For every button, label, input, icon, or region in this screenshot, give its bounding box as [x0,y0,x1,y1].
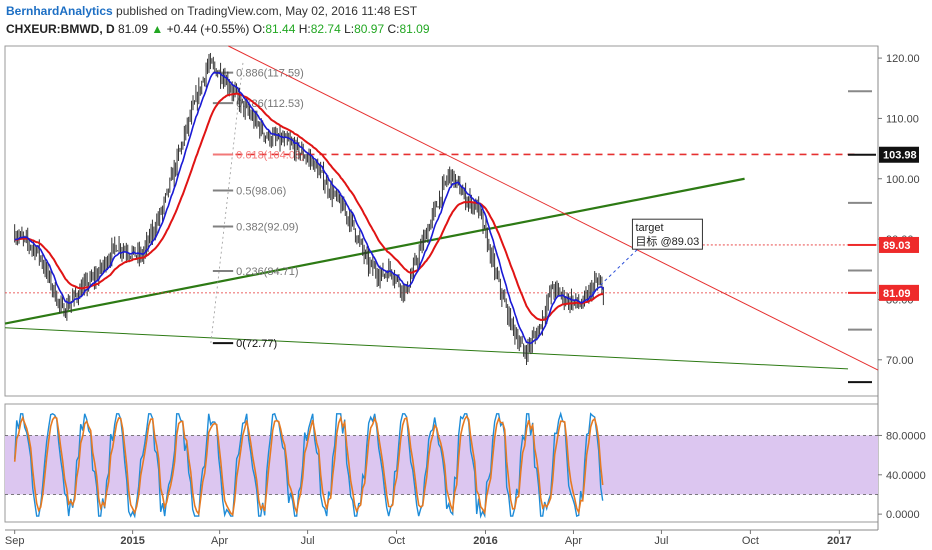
time-tick-label-1: 2015 [120,535,144,547]
fibonacci-label-5: 0.236(84.71) [236,266,298,278]
open-label: O: [252,22,266,36]
price-label-1: 89.03 [883,240,911,252]
change-arrow: ▲ [151,22,164,36]
descending-support-line [4,327,849,370]
price-label-marker [848,291,876,294]
time-tick-label-3: Jul [301,535,315,547]
price-label-marker [848,153,876,156]
target-annotation-box [631,218,703,250]
published-text: published on TradingView.com, May 02, 20… [116,4,418,18]
price-label-layer: 103.98 89.03 81.09 [848,146,919,301]
time-tick-label-9: 2017 [827,535,851,547]
trendline-layer [4,45,879,371]
target-annotation-title: target [635,222,663,234]
stochastic-tick-label-2: 0.0000 [886,509,920,521]
time-tick-label-0: Sep [5,535,25,547]
fibonacci-label-3: 0.5(98.06) [236,185,286,197]
price-tick-label-2: 100.00 [886,174,920,186]
price-tick-label-1: 110.00 [886,113,919,125]
price-label-2: 81.09 [883,288,911,300]
last-price: 81.09 [118,22,149,36]
target-annotation-text: 目标 @89.03 [635,234,699,248]
fibonacci-label-6: 0(72.77) [236,338,277,350]
moving-average-layer [14,71,605,345]
fibonacci-label-2: 0.618(104.03) [236,149,305,161]
time-tick-label-4: Oct [388,535,405,547]
close-value: 81.09 [399,22,430,36]
fibonacci-label-0: 0.886(117.59) [236,68,304,80]
time-tick-label-7: Jul [654,535,668,547]
descending-resistance-line [228,45,879,371]
open-value: 81.44 [265,22,296,36]
low-label: L: [344,22,355,36]
low-value: 80.97 [354,22,385,36]
ascending-trendline [4,177,745,325]
symbol-name[interactable]: CHXEUR:BMWD, D [6,22,115,36]
close-label: C: [387,22,400,36]
price-tick-label-5: 70.00 [886,355,914,367]
author-link[interactable]: BernhardAnalytics [6,4,113,18]
price-label-0: 103.98 [883,150,917,162]
axis-layer: 120.00110.00100.0090.0080.0070.0080.0000… [5,53,926,547]
time-tick-label-8: Oct [742,535,759,547]
price-label-marker [848,243,876,246]
stochastic-tick-label-1: 40.0000 [886,470,926,482]
publication-header: BernhardAnalytics published on TradingVi… [6,4,417,18]
time-tick-label-2: Apr [211,535,228,547]
change-value: +0.44 (+0.55%) [166,22,250,36]
stochastic-tick-label-0: 80.0000 [886,430,926,442]
symbol-info-line: CHXEUR:BMWD, D 81.09 ▲ +0.44 (+0.55%) O:… [6,22,430,36]
fibonacci-baseline [210,61,244,344]
time-tick-label-6: Apr [565,535,582,547]
high-label: H: [298,22,311,36]
price-label-box [879,146,919,163]
stochastic-d-line [13,414,604,517]
ema-fast-line [14,71,605,345]
high-value: 82.74 [310,22,341,36]
fibonacci-label-4: 0.382(92.09) [236,221,298,233]
ema-slow-line [14,92,604,322]
price-label-box [879,284,919,301]
price-label-box [879,236,919,253]
stochastic-layer [13,411,604,519]
price-tick-label-0: 120.00 [886,53,920,65]
time-tick-label-5: 2016 [473,535,497,547]
price-pane-frame [4,45,879,397]
